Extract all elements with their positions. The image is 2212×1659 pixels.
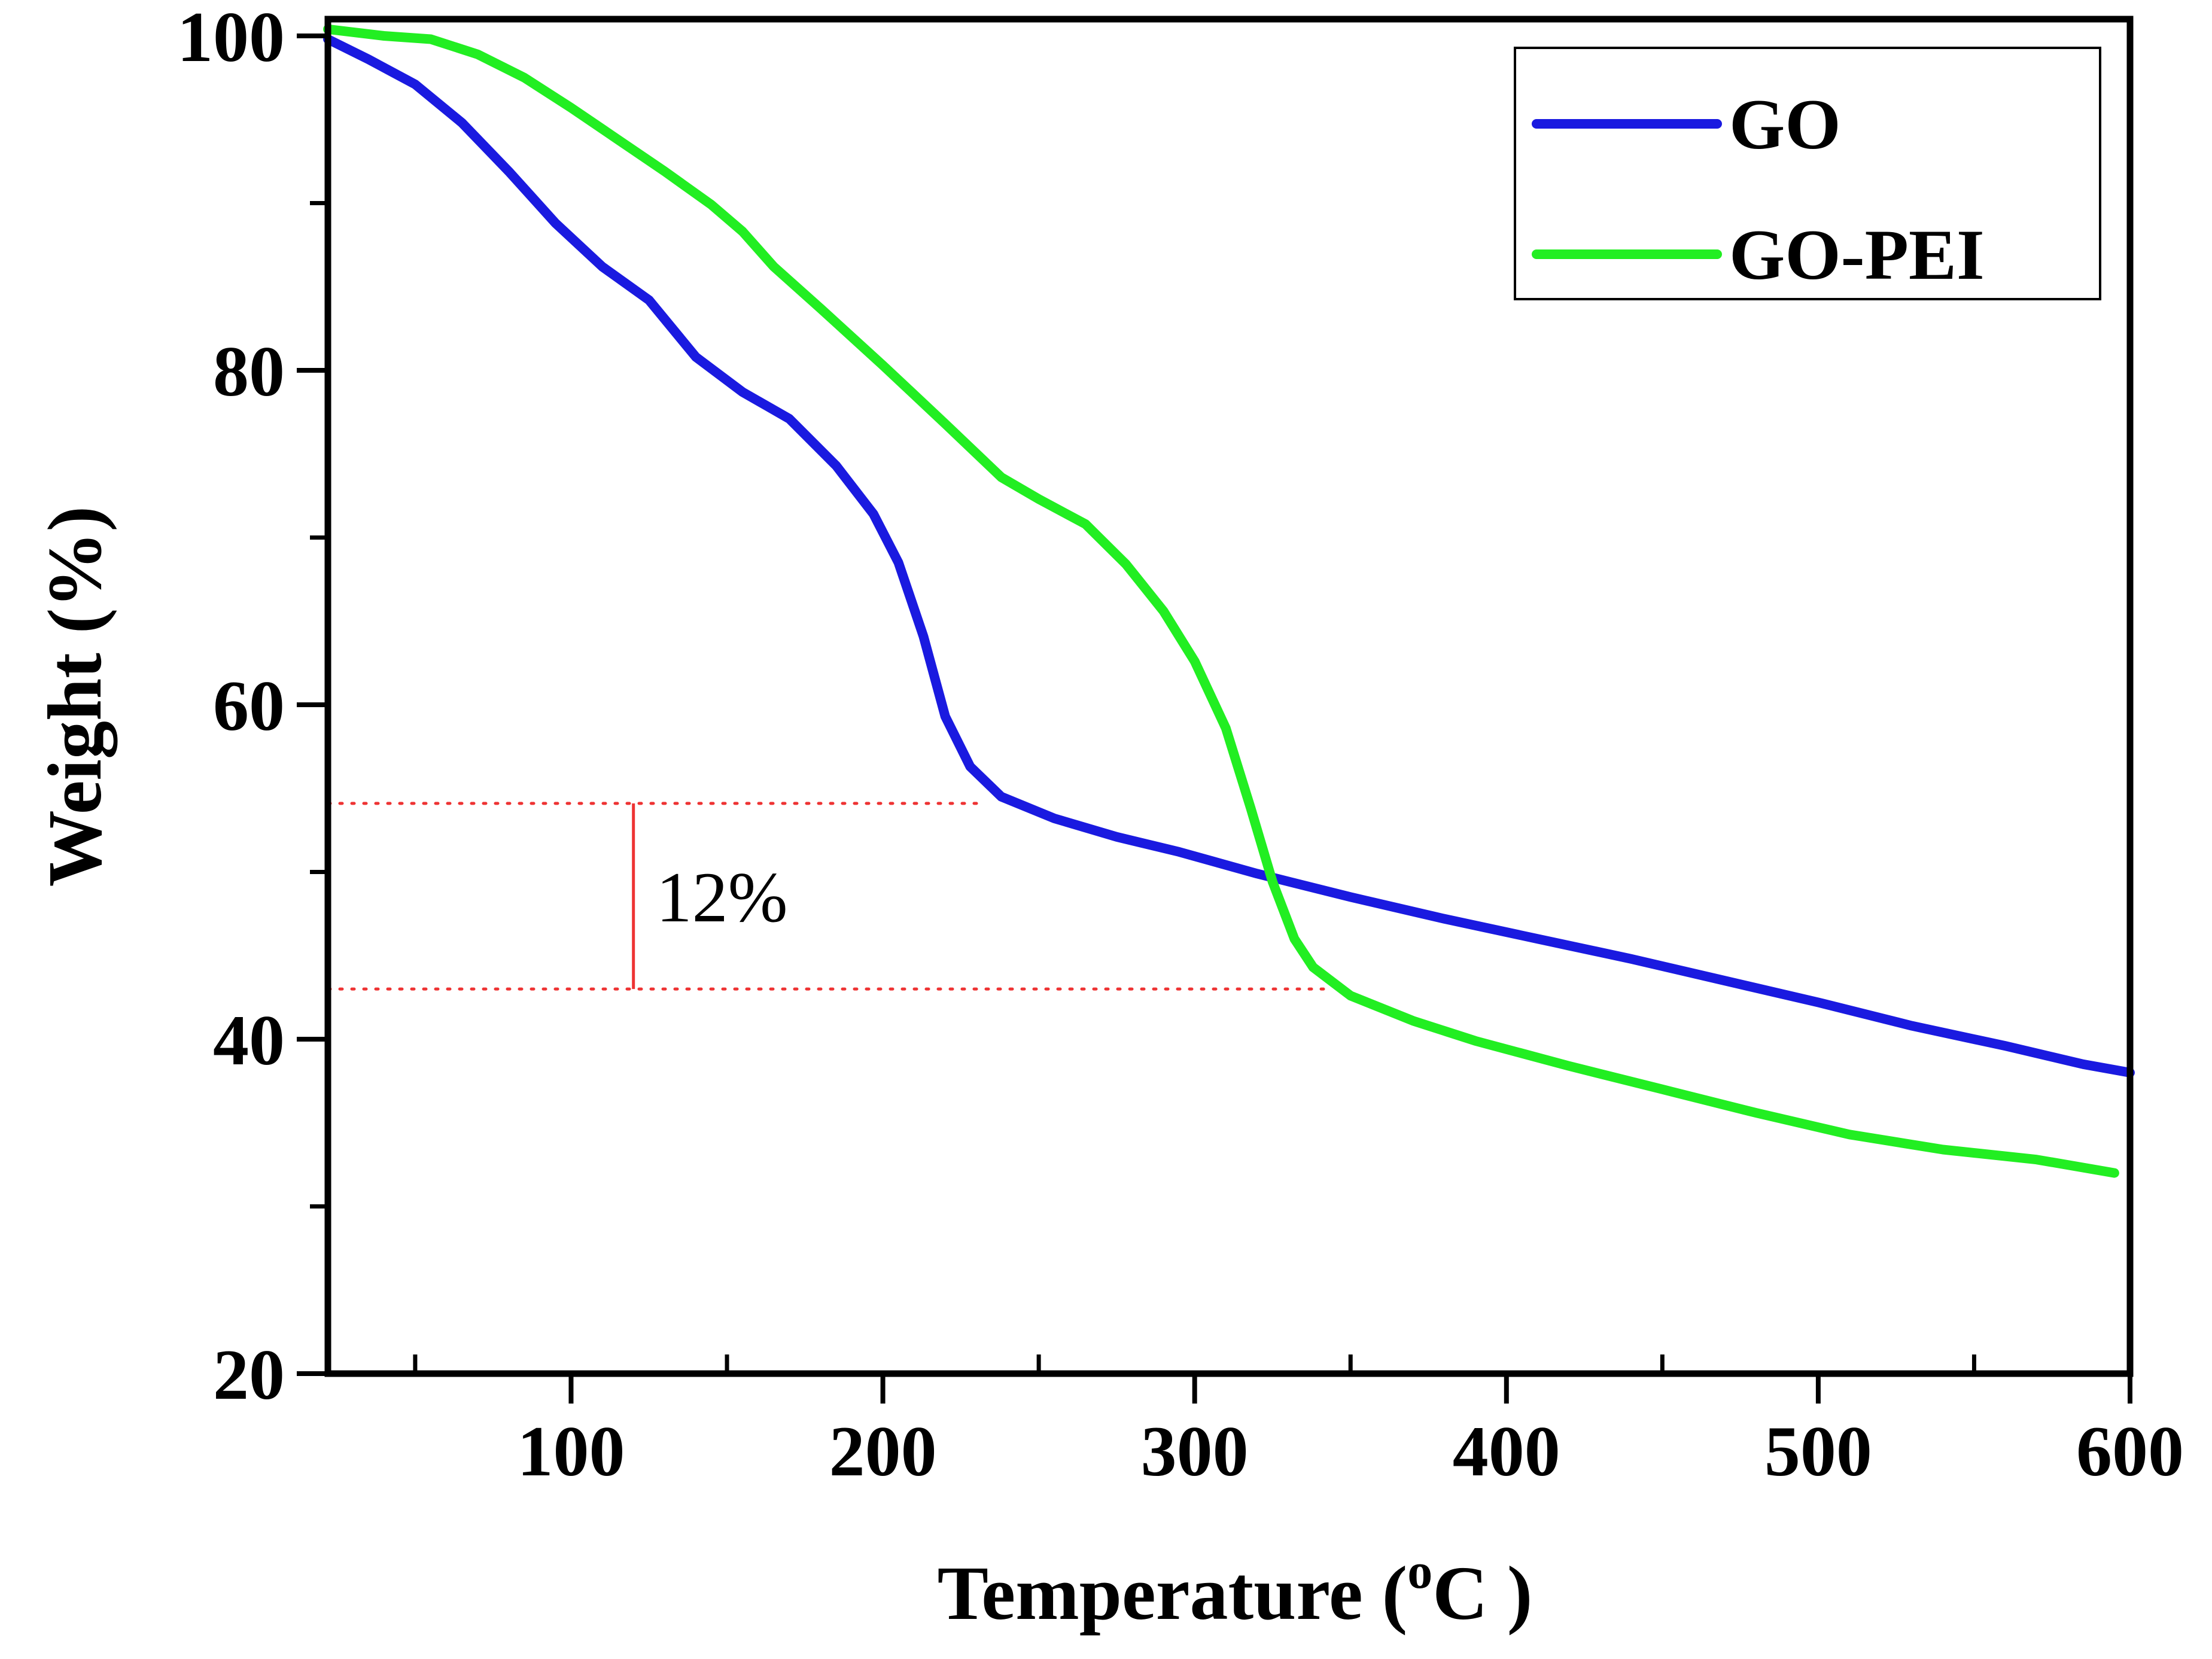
legend-label-go: GO bbox=[1729, 84, 1841, 164]
y-tick-label: 80 bbox=[213, 331, 285, 411]
annotation-label: 12% bbox=[656, 857, 788, 937]
x-tick-label: 400 bbox=[1453, 1411, 1560, 1491]
y-axis-title: Weight (%) bbox=[32, 506, 117, 887]
x-tick-label: 300 bbox=[1141, 1411, 1249, 1491]
x-axis-title-text: Temperature ( bbox=[938, 1551, 1408, 1636]
x-tick-label: 600 bbox=[2076, 1411, 2184, 1491]
y-tick-label: 40 bbox=[213, 1000, 285, 1080]
y-tick-label: 20 bbox=[213, 1335, 285, 1414]
y-tick-label: 60 bbox=[213, 666, 285, 745]
x-tick-label: 500 bbox=[1764, 1411, 1872, 1491]
series-line-go-pei bbox=[323, 24, 2119, 1178]
x-tick-label: 200 bbox=[829, 1411, 937, 1491]
x-tick-label: 100 bbox=[517, 1411, 625, 1491]
x-axis-title-unit: C ) bbox=[1432, 1551, 1532, 1636]
legend: GO GO-PEI bbox=[1514, 47, 2101, 300]
x-axis-title: Temperature (oC ) bbox=[938, 1544, 1533, 1636]
plot-frame bbox=[324, 16, 2134, 1377]
series-line-go bbox=[323, 34, 2135, 1077]
x-axis-title-superscript: o bbox=[1407, 1544, 1432, 1599]
legend-label-go-pei: GO-PEI bbox=[1729, 215, 1985, 294]
y-tick-label: 100 bbox=[177, 0, 285, 77]
